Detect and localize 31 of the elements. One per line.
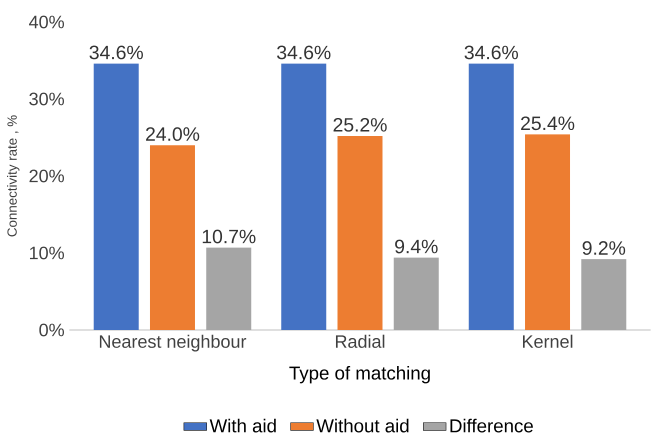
y-tick-label: 10% <box>30 246 64 260</box>
bar <box>150 145 195 330</box>
bar <box>525 134 570 330</box>
x-tick-label: Radial <box>336 334 384 348</box>
bar <box>581 259 626 330</box>
data-label: 34.6% <box>277 46 330 60</box>
bar <box>281 64 326 330</box>
bar <box>206 248 252 330</box>
data-label: 9.4% <box>395 240 438 254</box>
y-tick-label: 30% <box>29 92 64 106</box>
data-label: 9.2% <box>582 241 626 255</box>
y-tick-label: 20% <box>30 170 64 182</box>
x-tick-label: Nearest neighbour <box>100 334 246 352</box>
y-tick-label: 40% <box>29 16 64 28</box>
bar <box>468 64 514 330</box>
legend-label: With aid <box>210 418 276 432</box>
y-axis-title: Connectivity rate , % <box>7 115 20 236</box>
bar <box>337 136 382 330</box>
bar <box>94 64 139 330</box>
data-label: 25.2% <box>334 118 387 132</box>
x-tick-label: Kernel <box>522 334 572 348</box>
data-label: 34.6% <box>464 46 518 60</box>
legend-label: Without aid <box>316 418 408 432</box>
data-label: 10.7% <box>202 230 256 244</box>
data-label: 34.6% <box>90 46 143 60</box>
data-label: 25.4% <box>521 116 574 130</box>
legend-label: Difference <box>450 418 533 432</box>
x-axis-title: Type of matching <box>289 366 430 384</box>
data-label: 24.0% <box>146 127 200 141</box>
bar <box>394 258 439 330</box>
y-tick-label: 0% <box>39 324 64 336</box>
